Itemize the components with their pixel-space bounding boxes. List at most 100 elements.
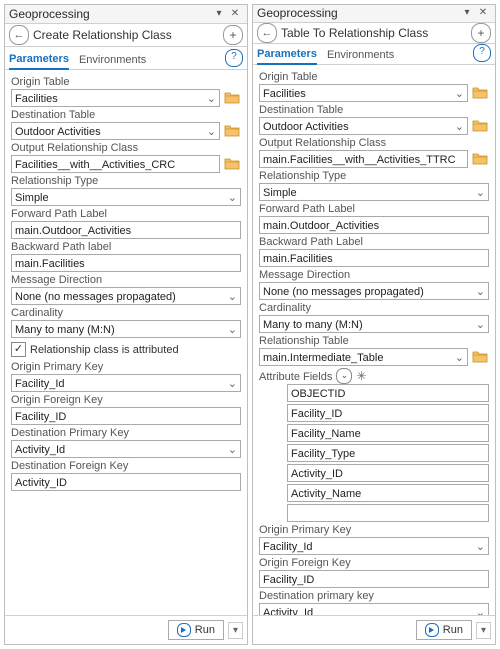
combo-input[interactable]: Facilities <box>259 84 468 102</box>
browse-folder-icon[interactable] <box>223 155 241 173</box>
parameters-body: Origin TableFacilitiesDestination TableO… <box>253 65 495 615</box>
pane-title: Geoprocessing <box>257 6 459 20</box>
combo-input[interactable]: main.Intermediate_Table <box>259 348 468 366</box>
text-input[interactable]: main.Outdoor_Activities <box>259 216 489 234</box>
field-label: Origin Foreign Key <box>259 557 489 569</box>
field-label: Origin Table <box>11 76 241 88</box>
combo-input[interactable]: Facility_Id <box>259 537 489 555</box>
field-label: Destination Table <box>259 104 489 116</box>
text-input[interactable]: main.Outdoor_Activities <box>11 221 241 239</box>
field-label: Destination Primary Key <box>11 427 241 439</box>
tab-bar: Parameters Environments? <box>5 47 247 70</box>
attr-field-item[interactable]: Activity_Name <box>287 484 489 502</box>
back-icon[interactable]: ← <box>257 23 277 43</box>
pane-footer: Run ▾ <box>253 615 495 644</box>
attr-field-item[interactable]: Facility_ID <box>287 404 489 422</box>
pane-footer: Run ▾ <box>5 615 247 644</box>
combo-input[interactable]: Outdoor Activities <box>259 117 468 135</box>
close-icon[interactable]: ✕ <box>475 5 491 21</box>
add-icon[interactable]: + <box>471 23 491 43</box>
geoprocessing-pane: Geoprocessing▾✕←Create Relationship Clas… <box>4 4 248 645</box>
field-label: Message Direction <box>259 269 489 281</box>
pane-title: Geoprocessing <box>9 7 211 21</box>
browse-folder-icon[interactable] <box>471 348 489 366</box>
field-label: Destination primary key <box>259 590 489 602</box>
pane-header: Geoprocessing▾✕ <box>253 5 495 23</box>
pane-header: Geoprocessing▾✕ <box>5 5 247 24</box>
run-menu-icon[interactable]: ▾ <box>476 622 491 639</box>
browse-folder-icon[interactable] <box>223 89 241 107</box>
text-input[interactable]: Facility_ID <box>259 570 489 588</box>
geoprocessing-pane: Geoprocessing▾✕←Table To Relationship Cl… <box>252 4 496 645</box>
combo-input[interactable]: None (no messages propagated) <box>11 287 241 305</box>
attr-field-item[interactable]: OBJECTID <box>287 384 489 402</box>
tab-parameters[interactable]: Parameters <box>9 51 69 70</box>
checkbox-row[interactable]: ✓ Relationship class is attributed <box>11 342 241 357</box>
browse-folder-icon[interactable] <box>223 122 241 140</box>
expand-icon[interactable]: ⌄ <box>336 368 352 384</box>
field-label: Origin Table <box>259 71 489 83</box>
close-icon[interactable]: ✕ <box>227 6 243 22</box>
attribute-fields-list: OBJECTID Facility_ID Facility_Name Facility… <box>287 384 489 522</box>
add-icon[interactable]: + <box>223 25 243 45</box>
field-label: Origin Foreign Key <box>11 394 241 406</box>
field-label: Output Relationship Class <box>259 137 489 149</box>
parameters-body: Origin TableFacilitiesDestination TableO… <box>5 70 247 615</box>
field-label: Backward Path Label <box>259 236 489 248</box>
browse-folder-icon[interactable] <box>471 117 489 135</box>
combo-input[interactable]: Simple <box>259 183 489 201</box>
field-label: Origin Primary Key <box>259 524 489 536</box>
field-label: Destination Table <box>11 109 241 121</box>
run-label: Run <box>443 624 463 636</box>
play-icon <box>425 623 439 637</box>
combo-input[interactable]: Many to many (M:N) <box>11 320 241 338</box>
combo-input[interactable]: Many to many (M:N) <box>259 315 489 333</box>
tool-title: Table To Relationship Class <box>281 26 471 40</box>
checkbox[interactable]: ✓ <box>11 342 26 357</box>
field-label: Message Direction <box>11 274 241 286</box>
attr-field-item[interactable]: Facility_Type <box>287 444 489 462</box>
combo-input[interactable]: Activity_Id <box>11 440 241 458</box>
pane-subheader: ← Table To Relationship Class+ <box>253 23 495 44</box>
field-label: Relationship Type <box>11 175 241 187</box>
text-input[interactable]: main.Facilities__with__Activities_TTRC <box>259 150 468 168</box>
combo-input[interactable]: None (no messages propagated) <box>259 282 489 300</box>
text-input[interactable]: main.Facilities <box>11 254 241 272</box>
run-button[interactable]: Run <box>168 620 224 640</box>
text-input[interactable]: Activity_ID <box>11 473 241 491</box>
browse-folder-icon[interactable] <box>471 84 489 102</box>
combo-input[interactable]: Simple <box>11 188 241 206</box>
pin-icon[interactable]: ▾ <box>459 5 475 21</box>
browse-folder-icon[interactable] <box>471 150 489 168</box>
combo-input[interactable]: Facilities <box>11 89 220 107</box>
pin-icon[interactable]: ▾ <box>211 6 227 22</box>
run-button[interactable]: Run <box>416 620 472 640</box>
run-label: Run <box>195 624 215 636</box>
tab-bar: Parameters Environments? <box>253 44 495 65</box>
combo-input[interactable]: Activity_Id <box>259 603 489 615</box>
checkbox-label: Relationship class is attributed <box>30 344 179 356</box>
tab-parameters[interactable]: Parameters <box>257 46 317 65</box>
tab-environments[interactable]: Environments <box>327 47 394 64</box>
help-icon[interactable]: ? <box>225 49 243 67</box>
combo-input[interactable]: Outdoor Activities <box>11 122 220 140</box>
combo-input[interactable]: Facility_Id <box>11 374 241 392</box>
attr-field-item[interactable] <box>287 504 489 522</box>
tab-environments[interactable]: Environments <box>79 52 146 69</box>
attr-field-item[interactable]: Facility_Name <box>287 424 489 442</box>
field-label: Output Relationship Class <box>11 142 241 154</box>
text-input[interactable]: main.Facilities <box>259 249 489 267</box>
field-label: Origin Primary Key <box>11 361 241 373</box>
field-label: Forward Path Label <box>11 208 241 220</box>
help-icon[interactable]: ? <box>473 44 491 62</box>
run-menu-icon[interactable]: ▾ <box>228 622 243 639</box>
attr-field-item[interactable]: Activity_ID <box>287 464 489 482</box>
field-label: Cardinality <box>11 307 241 319</box>
back-icon[interactable]: ← <box>9 25 29 45</box>
text-input[interactable]: Facility_ID <box>11 407 241 425</box>
text-input[interactable]: Facilities__with__Activities_CRC <box>11 155 220 173</box>
field-label: Cardinality <box>259 302 489 314</box>
field-label: Forward Path Label <box>259 203 489 215</box>
gear-icon[interactable]: ✳ <box>356 369 366 383</box>
pane-subheader: ←Create Relationship Class+ <box>5 24 247 47</box>
